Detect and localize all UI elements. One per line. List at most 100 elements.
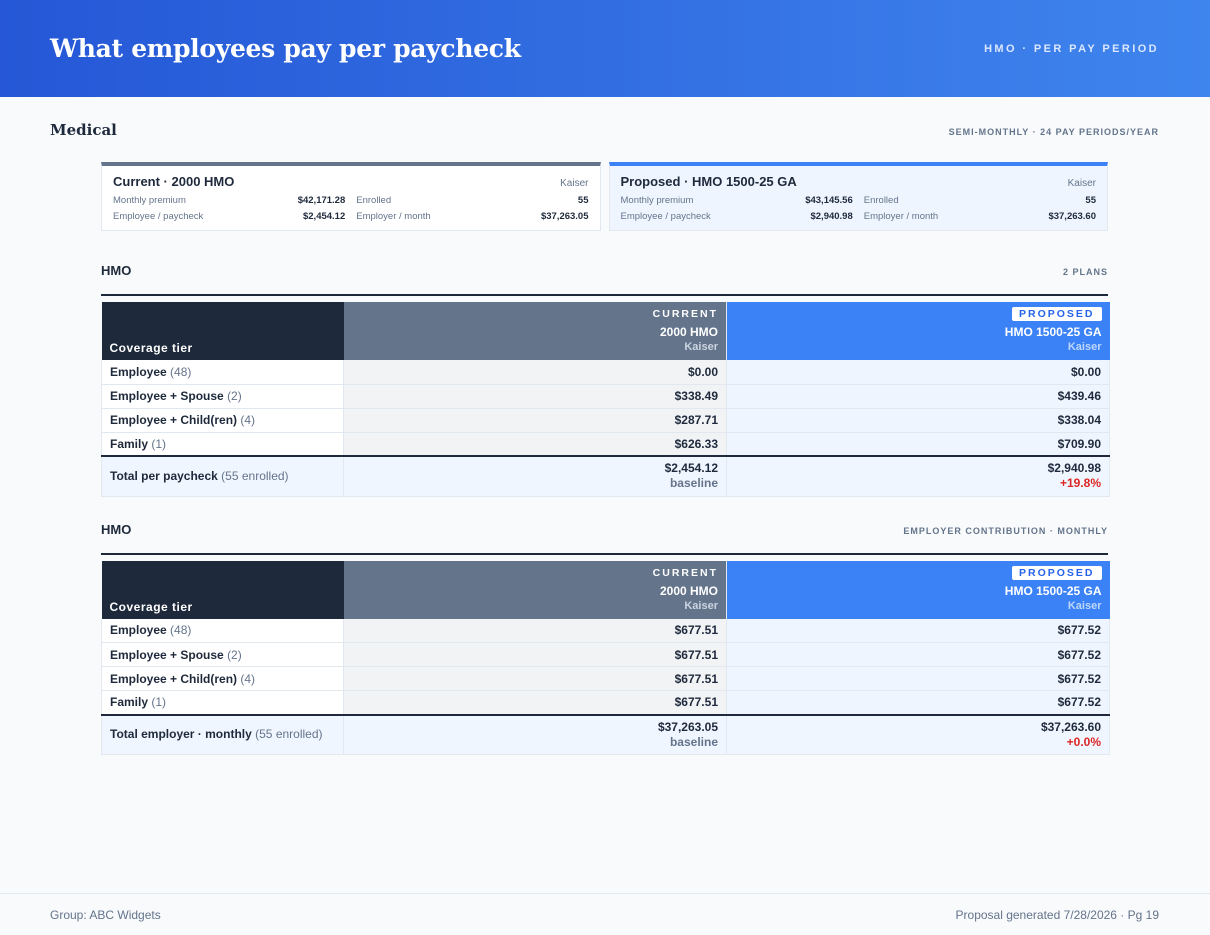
proposed-value: $439.46 — [726, 384, 1110, 409]
proposed-value: $677.52 — [726, 690, 1110, 715]
total-note: (55 enrolled) — [255, 727, 323, 742]
proposed-value: $0.00 — [726, 360, 1110, 385]
current-plan: 2000 HMO — [659, 583, 718, 598]
proposed-employee-label: Employee / paycheck — [620, 211, 711, 222]
proposed-value: $677.52 — [726, 618, 1110, 643]
tier-name: Employee + Child(ren) — [110, 671, 238, 686]
current-value: $677.51 — [343, 618, 727, 643]
tier-name: Employee + Child(ren) — [110, 413, 238, 427]
proposed-total-delta: +0.0% — [1066, 734, 1101, 749]
tier-name: Employee + Spouse — [110, 647, 224, 662]
total-label-cell: Total employer · monthly (55 enrolled) — [101, 713, 344, 755]
table-row: Employee + Spouse (2) $338.49 $439.46 — [101, 384, 1110, 409]
proposed-total-value: $2,940.98 — [1047, 461, 1101, 476]
coverage-tier-header: Coverage tier — [101, 302, 344, 360]
proposed-total-delta: +19.8% — [1059, 476, 1101, 491]
proposed-plan-name: Proposed · HMO 1500-25 GA — [620, 174, 797, 189]
proposed-plan-header: PROPOSED HMO 1500-25 GA Kaiser — [726, 302, 1110, 360]
proposed-plan: HMO 1500-25 GA — [1004, 325, 1102, 339]
tier-cell: Family (1) — [101, 432, 344, 457]
current-total-value: $2,454.12 — [664, 461, 718, 476]
section-title: Medical — [50, 121, 117, 139]
current-monthly-premium: $42,171.28 — [297, 195, 346, 206]
tier-cell: Employee + Child(ren) (4) — [101, 408, 344, 433]
current-plan-carrier: Kaiser — [560, 178, 589, 189]
current-value: $338.49 — [343, 384, 727, 409]
total-label: Total per paycheck — [110, 468, 218, 483]
current-value: $626.33 — [343, 432, 727, 457]
tier-count: (1) — [151, 436, 167, 451]
tier-count: (4) — [240, 413, 256, 427]
table-row: Family (1) $626.33 $709.90 — [101, 432, 1110, 457]
current-plan-name: Current · 2000 HMO — [113, 174, 235, 189]
tier-name: Family — [110, 695, 149, 710]
table-row: Employee (48) $0.00 $0.00 — [101, 360, 1110, 385]
footer-generated: Proposal generated 7/28/2026 · Pg 19 — [955, 907, 1159, 922]
current-enrolled: 55 — [577, 195, 589, 206]
current-value: $0.00 — [343, 360, 727, 385]
current-total-value: $37,263.05 — [657, 719, 718, 734]
tier-count: (48) — [170, 364, 192, 379]
tier-cell: Family (1) — [101, 690, 344, 715]
tier-cell: Employee (48) — [101, 360, 344, 385]
tier-count: (48) — [170, 623, 192, 638]
tier-name: Employee + Spouse — [110, 389, 224, 403]
tier-name: Family — [110, 436, 149, 451]
proposed-monthly-premium: $43,145.56 — [805, 195, 853, 206]
page-footer: Group: ABC Widgets Proposal generated 7/… — [0, 893, 1210, 935]
table1-tag: 2 PLANS — [1062, 267, 1108, 277]
total-row: Total per paycheck (55 enrolled) $2,454.… — [101, 455, 1110, 497]
table-row: Employee (48) $677.51 $677.52 — [101, 618, 1110, 643]
current-enrolled-label: Enrolled — [356, 195, 392, 206]
total-label: Total employer · monthly — [110, 727, 252, 742]
table2-tag: EMPLOYER CONTRIBUTION · MONTHLY — [903, 525, 1108, 536]
page-header: What employees pay per paycheck HMO · PE… — [0, 0, 1210, 97]
page-title: What employees pay per paycheck — [50, 34, 521, 63]
total-label-cell: Total per paycheck (55 enrolled) — [101, 455, 344, 497]
tier-cell: Employee (48) — [101, 618, 344, 643]
proposed-total: $37,263.60 +0.0% — [726, 713, 1110, 755]
tier-cell: Employee + Spouse (2) — [101, 384, 344, 409]
table-row: Employee + Child(ren) (4) $287.71 $338.0… — [101, 408, 1110, 433]
employer-contribution-table: Coverage tier CURRENT 2000 HMO Kaiser PR… — [101, 560, 1110, 755]
current-value: $677.51 — [343, 642, 727, 667]
current-plan-header: CURRENT 2000 HMO Kaiser — [343, 560, 727, 619]
tier-count: (1) — [151, 695, 167, 710]
current-total: $37,263.05 baseline — [343, 713, 727, 755]
proposed-badge: PROPOSED — [1011, 565, 1102, 580]
table-row: Employee + Spouse (2) $677.51 $677.52 — [101, 642, 1110, 667]
proposed-total-value: $37,263.60 — [1040, 719, 1101, 734]
plan-summary: Current · 2000 HMO Kaiser Monthly premiu… — [101, 162, 1108, 231]
coverage-tier-header: Coverage tier — [101, 560, 344, 619]
section-tag: SEMI-MONTHLY · 24 PAY PERIODS/YEAR — [948, 127, 1159, 137]
current-employee-label: Employee / paycheck — [113, 211, 204, 222]
current-employer-label: Employer / month — [356, 211, 431, 222]
proposed-value: $677.52 — [726, 666, 1110, 691]
tier-count: (4) — [240, 671, 256, 686]
current-total-sub: baseline — [669, 734, 718, 749]
tier-count: (2) — [227, 389, 242, 403]
proposed-badge: PROPOSED — [1011, 307, 1102, 321]
proposed-value: $709.90 — [726, 432, 1110, 457]
proposed-value: $338.04 — [726, 408, 1110, 433]
total-note: (55 enrolled) — [221, 468, 289, 483]
current-label: CURRENT — [652, 566, 718, 579]
current-value: $287.71 — [343, 408, 727, 433]
proposed-total: $2,940.98 +19.8% — [726, 455, 1110, 497]
table1-header: HMO 2 PLANS — [101, 263, 1108, 296]
proposed-carrier: Kaiser — [1067, 341, 1102, 353]
proposed-employee: $2,940.98 — [810, 211, 853, 222]
proposed-plan: HMO 1500-25 GA — [1004, 583, 1102, 598]
total-row: Total employer · monthly (55 enrolled) $… — [101, 713, 1110, 755]
tier-count: (2) — [227, 647, 242, 662]
proposed-value: $677.52 — [726, 642, 1110, 667]
current-carrier: Kaiser — [684, 341, 718, 353]
proposed-carrier: Kaiser — [1067, 599, 1102, 612]
current-label: CURRENT — [652, 308, 718, 320]
proposed-employer-label: Employer / month — [863, 211, 939, 222]
proposed-enrolled-label: Enrolled — [863, 195, 899, 206]
tier-cell: Employee + Spouse (2) — [101, 642, 344, 667]
current-monthly-premium-label: Monthly premium — [113, 195, 186, 206]
current-total: $2,454.12 baseline — [343, 455, 727, 497]
current-employee: $2,454.12 — [302, 211, 346, 222]
